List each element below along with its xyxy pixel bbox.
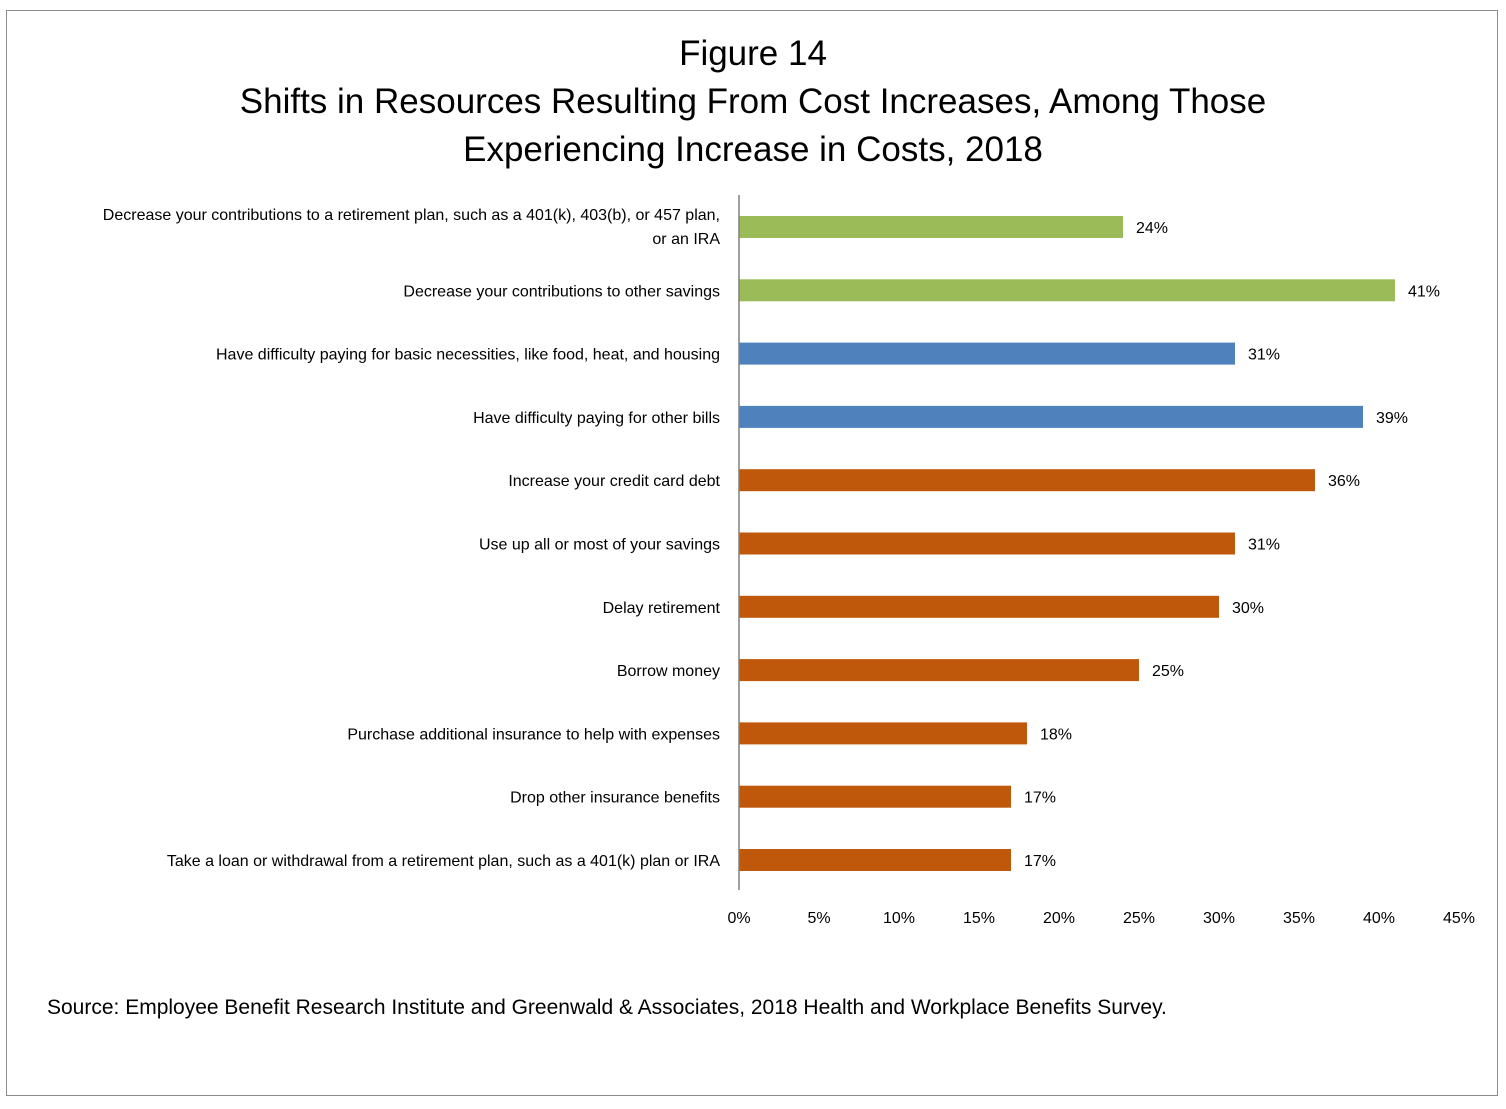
x-tick-label-1: 5% — [807, 910, 830, 927]
category-label-5: Use up all or most of your savings — [479, 537, 720, 554]
category-label-7: Borrow money — [617, 663, 720, 680]
x-tick-label-0: 0% — [727, 910, 750, 927]
value-label-3: 39% — [1376, 410, 1408, 427]
bar-10 — [739, 849, 1011, 871]
bar-8 — [739, 722, 1027, 745]
category-labels-group: Decrease your contributions to a retirem… — [103, 207, 721, 870]
category-label-6: Delay retirement — [603, 600, 721, 617]
category-label-4: Increase your credit card debt — [508, 473, 720, 490]
x-tick-label-8: 40% — [1363, 910, 1395, 927]
bar-6 — [739, 595, 1219, 618]
category-label-8: Purchase additional insurance to help wi… — [347, 726, 720, 743]
value-label-0: 24% — [1136, 220, 1168, 237]
chart-title-block: Figure 14 Shifts in Resources Resulting … — [0, 30, 1506, 174]
source-note: Source: Employee Benefit Research Instit… — [47, 996, 1167, 1019]
value-labels-group: 24% 41% 31% 39% 36% 31% 30% 25% 18% 17% 17% — [1024, 220, 1440, 870]
figure-number: Figure 14 — [679, 34, 827, 73]
value-label-9: 17% — [1024, 790, 1056, 807]
x-tick-label-3: 15% — [963, 910, 995, 927]
chart-frame — [6, 10, 1498, 1096]
value-label-7: 25% — [1152, 663, 1184, 680]
category-label-0-line-0: Decrease your contributions to a retirem… — [103, 207, 720, 224]
x-tick-label-5: 25% — [1123, 910, 1155, 927]
x-tick-label-7: 35% — [1283, 910, 1315, 927]
category-label-9: Drop other insurance benefits — [510, 790, 720, 807]
value-label-4: 36% — [1328, 473, 1360, 490]
x-tick-label-4: 20% — [1043, 910, 1075, 927]
value-label-2: 31% — [1248, 347, 1280, 364]
value-label-1: 41% — [1408, 283, 1440, 300]
category-label-1: Decrease your contributions to other sav… — [403, 283, 720, 300]
bar-4 — [739, 469, 1315, 492]
chart-title-line-2: Experiencing Increase in Costs, 2018 — [463, 130, 1043, 169]
x-tick-label-6: 30% — [1203, 910, 1235, 927]
bar-7 — [739, 659, 1139, 682]
bar-2 — [739, 342, 1235, 365]
bar-3 — [739, 405, 1363, 428]
x-tick-label-9: 45% — [1443, 910, 1475, 927]
category-label-10: Take a loan or withdrawal from a retirem… — [167, 853, 720, 870]
category-label-0-line-1: or an IRA — [652, 231, 720, 248]
bar-1 — [739, 279, 1395, 302]
bar-9 — [739, 785, 1011, 808]
category-label-2: Have difficulty paying for basic necessi… — [216, 347, 720, 364]
value-label-5: 31% — [1248, 537, 1280, 554]
bar-5 — [739, 532, 1235, 555]
value-label-6: 30% — [1232, 600, 1264, 617]
bars-group — [739, 216, 1395, 871]
bar-0 — [739, 216, 1123, 238]
value-label-10: 17% — [1024, 853, 1056, 870]
x-tick-labels-group: 0% 5% 10% 15% 20% 25% 30% 35% 40% 45% — [727, 910, 1475, 927]
chart-title-line-1: Shifts in Resources Resulting From Cost … — [239, 82, 1267, 121]
category-label-3: Have difficulty paying for other bills — [473, 410, 720, 427]
value-label-8: 18% — [1040, 726, 1072, 743]
x-tick-label-2: 10% — [883, 910, 915, 927]
